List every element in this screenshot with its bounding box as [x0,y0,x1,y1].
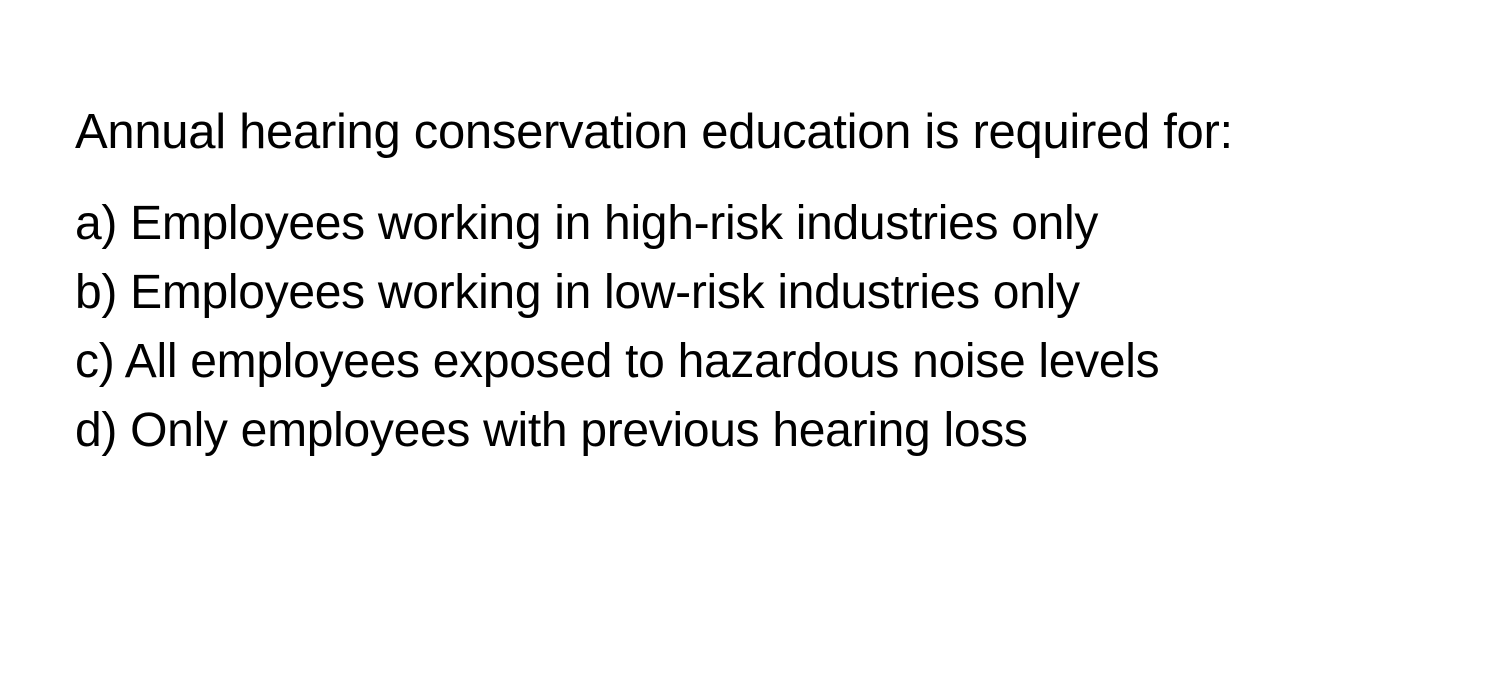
option-d-letter: d [75,404,101,457]
option-a-letter: a [75,197,101,250]
option-b-paren: ) [101,266,130,319]
option-a: a) Employees working in high-risk indust… [75,189,1425,258]
option-b-text: Employees working in low-risk industries… [130,266,1080,319]
option-b: b) Employees working in low-risk industr… [75,258,1425,327]
option-a-text: Employees working in high-risk industrie… [130,197,1098,250]
option-d-text: Only employees with previous hearing los… [130,404,1027,457]
option-d: d) Only employees with previous hearing … [75,396,1425,465]
option-d-paren: ) [101,404,130,457]
option-b-letter: b [75,266,101,319]
option-c-letter: c [75,335,99,388]
option-c-text: All employees exposed to hazardous noise… [125,335,1160,388]
option-c-paren: ) [99,335,125,388]
option-a-paren: ) [101,197,130,250]
options-list: a) Employees working in high-risk indust… [75,189,1425,465]
question-text: Annual hearing conservation education is… [75,95,1425,171]
option-c: c) All employees exposed to hazardous no… [75,327,1425,396]
